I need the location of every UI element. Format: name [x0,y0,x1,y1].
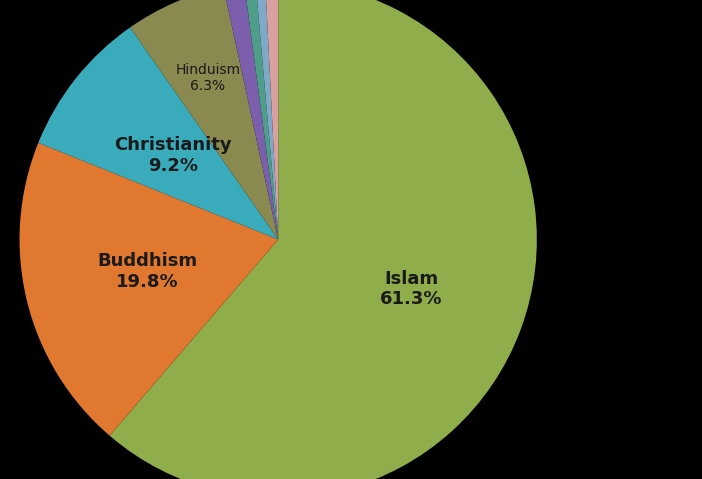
Wedge shape [223,0,278,240]
Wedge shape [20,143,278,436]
Wedge shape [130,0,278,240]
Text: Christianity
9.2%: Christianity 9.2% [114,137,232,175]
Text: Buddhism
19.8%: Buddhism 19.8% [98,252,197,291]
Wedge shape [256,0,278,240]
Wedge shape [110,0,537,479]
Wedge shape [265,0,278,240]
Wedge shape [244,0,278,240]
Wedge shape [39,27,278,240]
Text: Hinduism
6.3%: Hinduism 6.3% [176,63,240,93]
Text: Islam
61.3%: Islam 61.3% [380,270,443,308]
